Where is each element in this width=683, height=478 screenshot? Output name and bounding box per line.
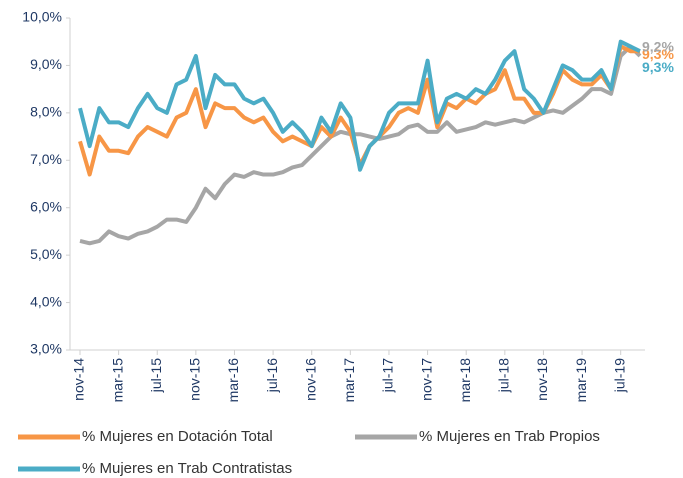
y-tick-label: 9,0%	[30, 56, 62, 72]
series-line	[79, 44, 642, 246]
legend-label: % Mujeres en Trab Propios	[419, 428, 600, 445]
y-tick-label: 7,0%	[30, 151, 62, 167]
x-tick-label: nov-16	[302, 358, 318, 401]
y-tick-label: 4,0%	[30, 293, 62, 309]
x-tick-label: jul-16	[264, 358, 280, 393]
x-tick-label: jul-17	[380, 358, 396, 393]
x-tick-label: mar-18	[457, 358, 473, 403]
series-line	[78, 39, 641, 172]
x-tick-label: mar-16	[225, 358, 241, 403]
legend-label: % Mujeres en Trab Contratistas	[82, 460, 292, 477]
x-tick-label: jul-15	[148, 358, 164, 393]
y-tick-label: 5,0%	[30, 246, 62, 262]
x-tick-label: mar-15	[109, 358, 125, 403]
legend-label: % Mujeres en Dotación Total	[82, 428, 273, 445]
x-tick-label: nov-18	[534, 358, 550, 401]
x-tick-label: nov-15	[187, 358, 203, 401]
data-label: 9,3%	[642, 46, 674, 62]
data-label: 9,2%	[642, 39, 674, 55]
y-tick-label: 3,0%	[30, 341, 62, 357]
data-label: 9,3%	[642, 59, 674, 75]
x-tick-label: nov-14	[71, 358, 87, 401]
y-tick-label: 8,0%	[30, 104, 62, 120]
x-tick-label: mar-17	[341, 358, 357, 403]
x-tick-label: jul-19	[611, 358, 627, 393]
x-tick-label: jul-18	[496, 358, 512, 393]
x-tick-label: mar-19	[573, 358, 589, 403]
x-tick-label: nov-17	[418, 358, 434, 401]
y-tick-label: 10,0%	[22, 9, 62, 25]
y-tick-label: 6,0%	[30, 198, 62, 214]
